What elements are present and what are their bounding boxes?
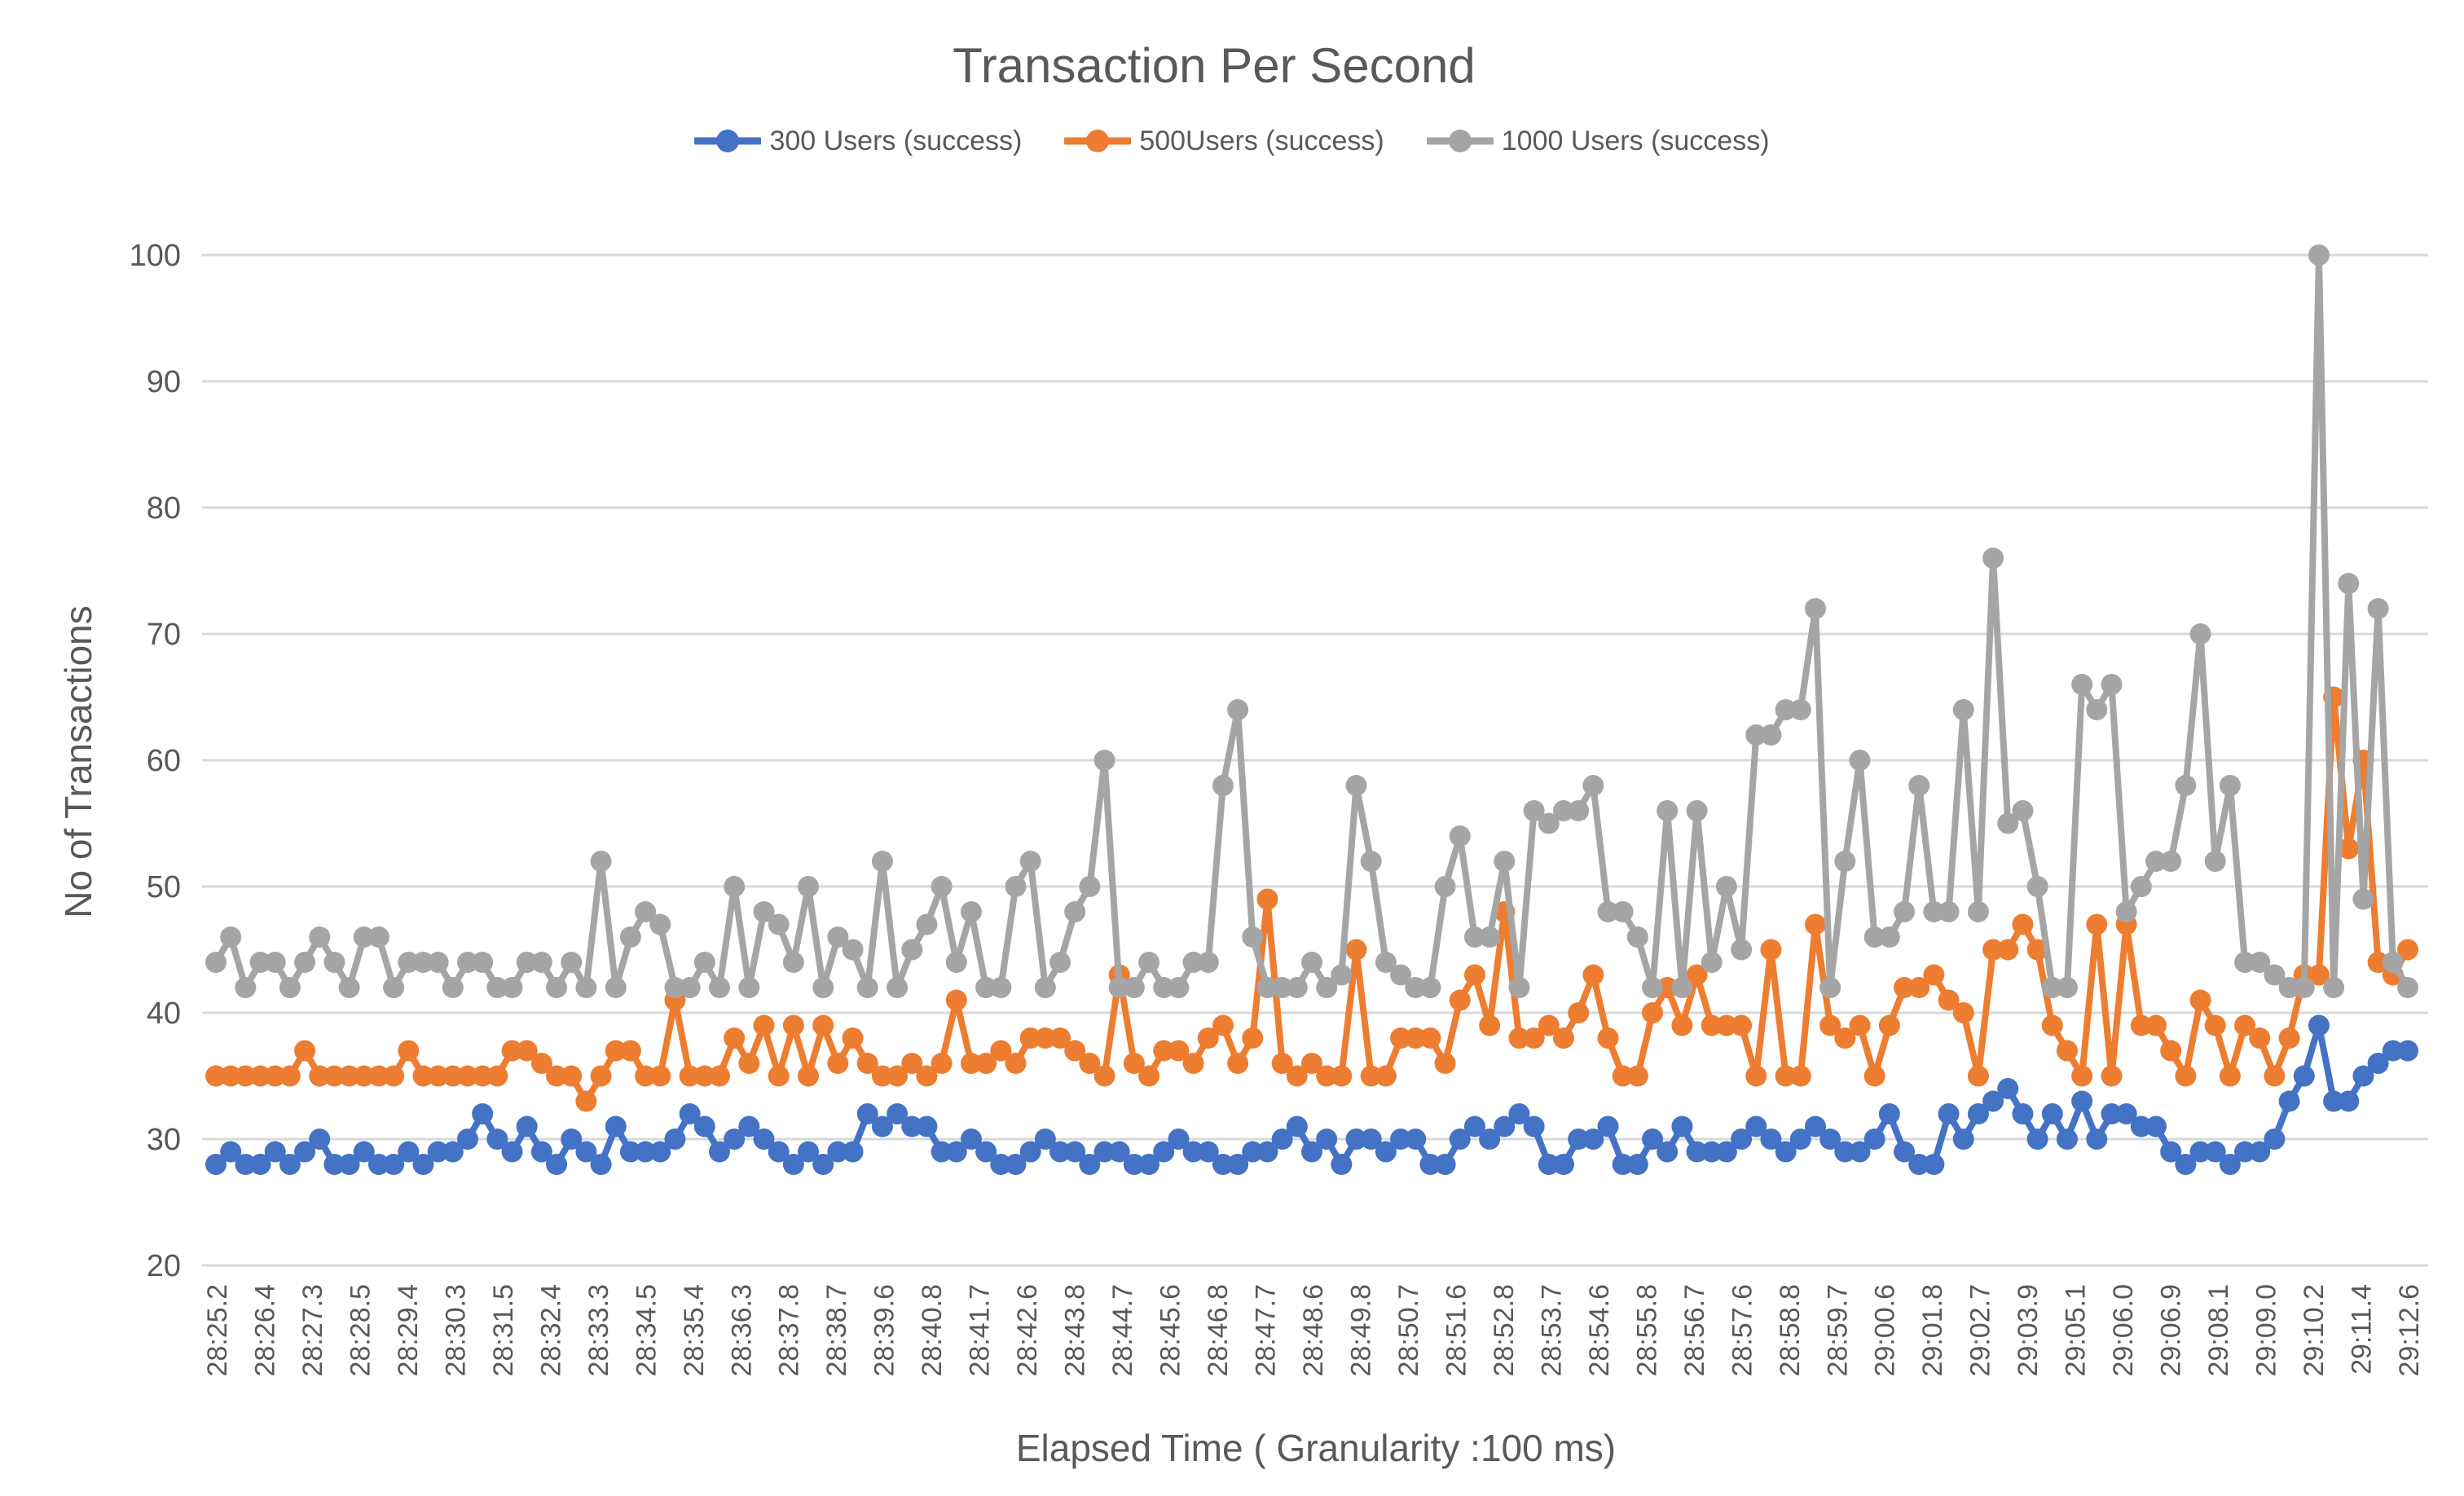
legend-marker-icon xyxy=(1426,130,1494,152)
x-tick-label: 28:30.3 xyxy=(440,1284,471,1376)
x-tick-label: 28:26.4 xyxy=(249,1284,280,1376)
legend-label: 300 Users (success) xyxy=(769,125,1023,156)
x-tick-label: 28:57.6 xyxy=(1727,1284,1758,1376)
x-tick-label: 29:06.9 xyxy=(2156,1284,2187,1376)
y-tick-label: 80 xyxy=(147,491,181,526)
x-tick-label: 28:47.7 xyxy=(1251,1284,1282,1376)
x-tick-label: 28:37.8 xyxy=(774,1284,805,1376)
x-tick-label: 28:29.4 xyxy=(393,1284,424,1376)
y-tick-label: 100 xyxy=(130,239,181,273)
chart-title: Transaction Per Second xyxy=(953,38,1476,93)
legend-item-500users-success: 500Users (success) xyxy=(1064,125,1384,157)
x-tick-label: 28:38.7 xyxy=(821,1284,852,1376)
x-tick-label: 29:03.9 xyxy=(2013,1284,2044,1376)
series-line-1000-users-success xyxy=(213,252,2411,991)
x-tick-label: 29:10.2 xyxy=(2299,1284,2330,1376)
y-tick-label: 70 xyxy=(147,618,181,652)
x-tick-label: 29:09.0 xyxy=(2251,1284,2282,1376)
x-tick-label: 28:39.6 xyxy=(869,1284,900,1376)
x-tick-label: 28:43.8 xyxy=(1060,1284,1091,1376)
x-tick-label: 28:55.8 xyxy=(1631,1284,1662,1376)
legend-marker-icon xyxy=(694,130,762,152)
x-tick-label: 28:40.8 xyxy=(917,1284,948,1376)
x-tick-label: 28:34.5 xyxy=(631,1284,662,1376)
x-tick-label: 28:42.6 xyxy=(1012,1284,1043,1376)
x-tick-label: 28:54.6 xyxy=(1584,1284,1615,1376)
x-tick-label: 28:32.4 xyxy=(535,1284,566,1376)
x-tick-label: 28:45.6 xyxy=(1155,1284,1186,1376)
x-tick-label: 29:08.1 xyxy=(2203,1284,2234,1376)
x-tick-label: 28:31.5 xyxy=(488,1284,519,1376)
x-tick-label: 28:59.7 xyxy=(1822,1284,1853,1376)
series-markers-500users-success xyxy=(205,686,2418,1112)
x-tick-label: 28:48.6 xyxy=(1298,1284,1329,1376)
x-tick-label: 28:50.7 xyxy=(1393,1284,1424,1376)
y-tick-label: 40 xyxy=(147,997,181,1031)
x-tick-label: 29:12.6 xyxy=(2394,1284,2425,1376)
legend-item-1000-users-success: 1000 Users (success) xyxy=(1426,125,1770,157)
x-tick-label: 28:36.3 xyxy=(726,1284,757,1376)
y-tick-label: 90 xyxy=(147,365,181,399)
x-tick-label: 28:53.7 xyxy=(1536,1284,1567,1376)
x-tick-label: 28:58.8 xyxy=(1775,1284,1806,1376)
x-tick-label: 28:28.5 xyxy=(345,1284,376,1376)
legend-item-300-users-success: 300 Users (success) xyxy=(694,125,1022,157)
x-tick-label: 28:27.3 xyxy=(297,1284,328,1376)
x-tick-label: 28:46.8 xyxy=(1203,1284,1234,1376)
legend-label: 500Users (success) xyxy=(1139,125,1384,156)
series-markers-300-users-success xyxy=(205,1014,2418,1175)
y-tick-label: 30 xyxy=(147,1123,181,1157)
x-tick-label: 29:02.7 xyxy=(1965,1284,1996,1376)
x-tick-label: 29:06.0 xyxy=(2108,1284,2139,1376)
x-tick-label: 28:25.2 xyxy=(202,1284,233,1376)
x-tick-label: 29:01.8 xyxy=(1917,1284,1948,1376)
x-tick-label: 29:11.4 xyxy=(2347,1284,2378,1375)
y-tick-label: 60 xyxy=(147,744,181,778)
series-markers-1000-users-success xyxy=(205,244,2418,998)
x-tick-label: 28:41.7 xyxy=(965,1284,996,1376)
x-tick-label: 29:05.1 xyxy=(2061,1284,2092,1376)
legend-marker-icon xyxy=(1064,130,1132,152)
x-axis-title: Elapsed Time ( Granularity :100 ms) xyxy=(1015,1427,1617,1469)
legend: 300 Users (success) 500Users (success) 100… xyxy=(0,114,2464,168)
y-tick-label: 20 xyxy=(147,1249,181,1283)
x-tick-label: 29:00.6 xyxy=(1870,1284,1901,1376)
x-tick-label: 28:33.3 xyxy=(583,1284,614,1376)
x-tick-label: 28:52.8 xyxy=(1489,1284,1520,1376)
x-tick-label: 28:49.8 xyxy=(1345,1284,1376,1376)
legend-label: 1000 Users (success) xyxy=(1501,125,1770,156)
x-tick-label: 28:51.6 xyxy=(1441,1284,1472,1376)
x-tick-label: 28:56.7 xyxy=(1679,1284,1710,1376)
y-tick-label: 50 xyxy=(147,870,181,904)
y-axis-title: No of Transactions xyxy=(57,605,99,918)
x-tick-label: 28:44.7 xyxy=(1107,1284,1138,1376)
x-tick-label: 28:35.4 xyxy=(679,1284,710,1376)
